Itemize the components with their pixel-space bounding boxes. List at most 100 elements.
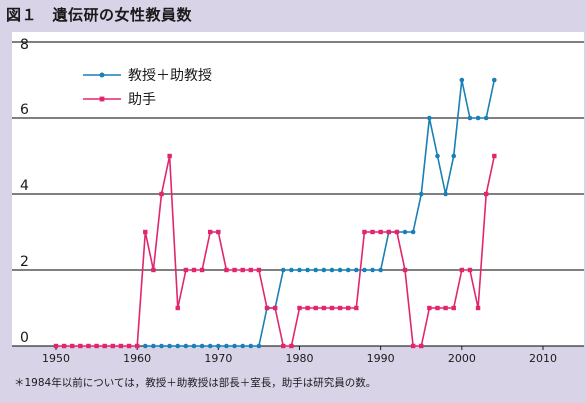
data-point xyxy=(142,343,148,349)
data-point xyxy=(78,343,83,349)
data-point xyxy=(151,267,156,273)
y-tick-label: 8 xyxy=(20,37,29,53)
data-point xyxy=(427,305,432,311)
x-tick-label: 1990 xyxy=(367,352,395,365)
data-point xyxy=(256,343,262,349)
data-point xyxy=(110,343,116,349)
data-point xyxy=(175,305,180,311)
data-point xyxy=(475,115,481,121)
data-point xyxy=(297,305,302,311)
data-point xyxy=(280,267,286,273)
data-point xyxy=(459,267,465,273)
data-point xyxy=(167,153,172,159)
data-point xyxy=(467,267,473,273)
data-point xyxy=(492,77,497,83)
legend-label: 助手 xyxy=(128,92,156,108)
data-point xyxy=(118,343,124,349)
data-point xyxy=(419,343,424,349)
data-point xyxy=(199,267,205,273)
data-point xyxy=(321,267,327,273)
data-point xyxy=(86,343,91,349)
data-point xyxy=(402,267,408,273)
data-point xyxy=(216,229,221,235)
data-point xyxy=(435,153,440,159)
y-tick-label: 6 xyxy=(20,102,29,118)
data-point xyxy=(313,267,319,273)
plot-area xyxy=(12,32,584,346)
data-point xyxy=(410,229,416,235)
x-tick-label: 2000 xyxy=(448,352,476,365)
data-point xyxy=(483,191,489,197)
data-point xyxy=(272,305,278,311)
data-point xyxy=(410,343,416,349)
data-point xyxy=(467,115,473,121)
data-point xyxy=(281,343,286,349)
data-point xyxy=(61,343,67,349)
x-tick-label: 1970 xyxy=(204,352,232,365)
data-point xyxy=(248,267,253,273)
data-point xyxy=(329,267,335,273)
data-point xyxy=(475,305,481,311)
data-point xyxy=(183,343,189,349)
data-point xyxy=(362,267,367,273)
data-point xyxy=(240,343,245,349)
data-point xyxy=(337,267,343,273)
x-tick-label: 2010 xyxy=(529,352,557,365)
data-point xyxy=(208,229,213,235)
data-point xyxy=(459,77,465,83)
data-point xyxy=(289,343,294,349)
data-point xyxy=(70,343,75,349)
data-point xyxy=(378,229,383,235)
data-point xyxy=(248,343,254,349)
data-point xyxy=(143,229,148,235)
data-point xyxy=(216,343,221,349)
data-point xyxy=(224,267,229,273)
data-point xyxy=(337,305,343,311)
data-point xyxy=(451,305,456,311)
data-point xyxy=(386,229,391,235)
data-point xyxy=(492,153,497,159)
data-point xyxy=(191,267,197,273)
data-point xyxy=(232,267,237,273)
data-point xyxy=(240,267,245,273)
data-point xyxy=(151,343,156,349)
data-point xyxy=(191,343,197,349)
data-point xyxy=(418,191,424,197)
data-point xyxy=(451,153,457,159)
x-tick-label: 1950 xyxy=(42,352,70,365)
data-point xyxy=(167,343,172,349)
data-point xyxy=(443,191,448,197)
data-point xyxy=(256,267,262,273)
legend-swatch-marker xyxy=(99,96,105,102)
data-point xyxy=(378,267,383,273)
data-point xyxy=(370,229,375,235)
data-point xyxy=(354,267,359,273)
x-tick-label: 1960 xyxy=(123,352,151,365)
data-point xyxy=(443,305,448,311)
figure-title: 図１ 遺伝研の女性教員数 xyxy=(6,6,193,24)
data-point xyxy=(370,267,375,273)
data-point xyxy=(159,343,164,349)
data-point xyxy=(313,305,318,311)
data-point xyxy=(362,229,367,235)
data-point xyxy=(199,343,205,349)
data-point xyxy=(435,305,440,311)
data-point xyxy=(224,343,229,349)
data-point xyxy=(207,343,213,349)
data-point xyxy=(53,343,59,349)
data-point xyxy=(183,267,189,273)
data-point xyxy=(289,267,294,273)
data-point xyxy=(232,343,237,349)
data-point xyxy=(175,343,181,349)
figure-footnote: ＊1984年以前については，教授＋助教授は部長＋室長，助手は研究員の数。 xyxy=(14,377,377,389)
data-point xyxy=(345,267,351,273)
y-tick-label: 4 xyxy=(20,178,29,194)
data-point xyxy=(346,305,351,311)
data-point xyxy=(134,343,140,349)
data-point xyxy=(394,229,400,235)
data-point xyxy=(159,191,164,197)
y-tick-label: 0 xyxy=(20,330,29,346)
data-point xyxy=(264,305,270,311)
